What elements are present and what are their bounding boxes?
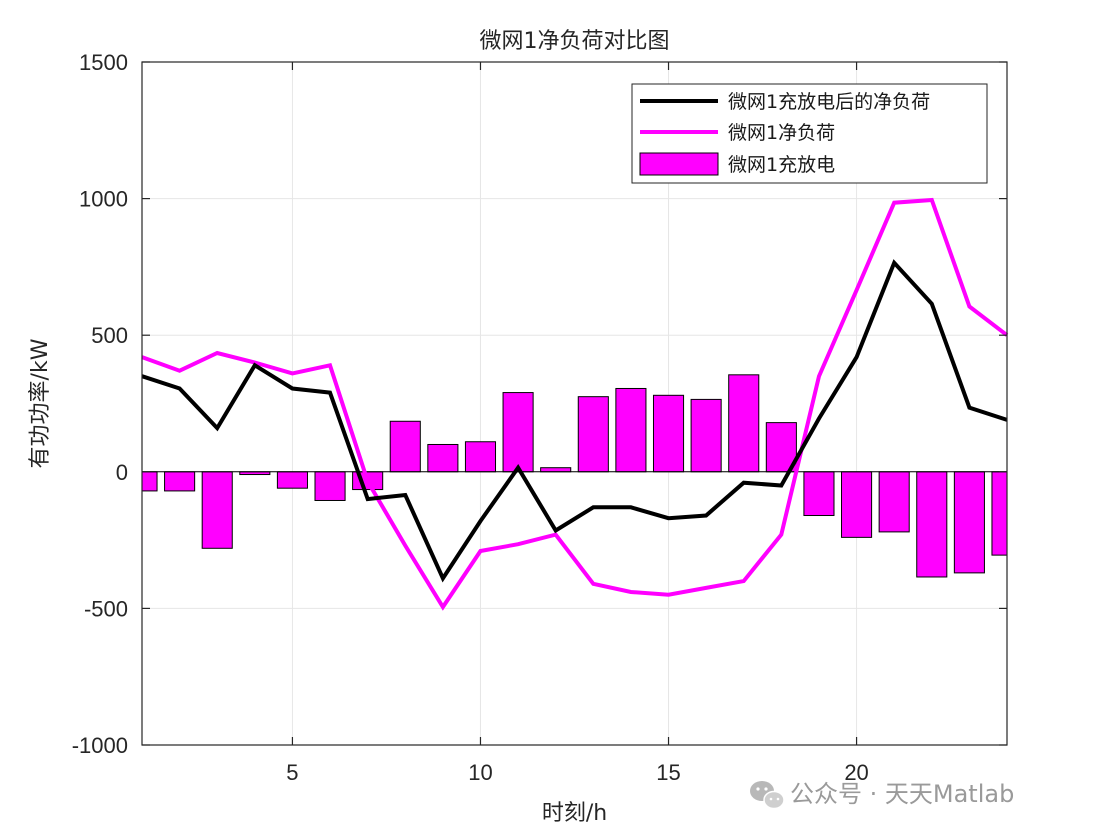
bar [164, 471, 196, 492]
bar [464, 441, 497, 473]
x-tick-label: 5 [286, 760, 298, 785]
watermark: 公众号 · 天天Matlab [750, 780, 1014, 810]
bar [389, 420, 421, 473]
bar [577, 396, 609, 473]
series-line [141, 197, 1009, 611]
legend: 微网1充放电后的净负荷 微网1净负荷 微网1充放电 [631, 83, 988, 184]
y-tick-label: 1000 [79, 187, 128, 212]
bar [953, 471, 985, 574]
line-series [141, 197, 1009, 611]
legend-label-net-load-after: 微网1充放电后的净负荷 [728, 91, 930, 113]
bar [916, 471, 948, 578]
chart-title: 微网1净负荷对比图 [480, 29, 670, 54]
wechat-icon [750, 781, 785, 810]
legend-swatch-charge-discharge [639, 152, 719, 176]
bar [540, 467, 572, 473]
bar [652, 394, 685, 473]
y-tick-label: 500 [91, 323, 128, 348]
bar [314, 471, 346, 501]
x-tick-label: 20 [844, 760, 868, 785]
bar [728, 374, 760, 473]
y-tick-label: 0 [116, 460, 128, 485]
bar [690, 398, 722, 473]
bar [201, 471, 233, 549]
y-tick-label: -1000 [72, 733, 128, 758]
watermark-text: 公众号 · 天天Matlab [790, 780, 1014, 808]
x-axis-label: 时刻/h [542, 801, 607, 826]
legend-label-charge-discharge: 微网1充放电 [728, 154, 835, 176]
x-tick-label: 15 [656, 760, 680, 785]
x-tick-label: 10 [468, 760, 492, 785]
bar [803, 471, 835, 517]
bar [615, 387, 647, 473]
bar [427, 443, 459, 473]
series-line [141, 259, 1008, 583]
y-axis-label: 有功功率/kW [28, 338, 53, 468]
y-tick-label: -500 [84, 596, 128, 621]
bar [878, 471, 910, 533]
bar [502, 392, 534, 473]
legend-label-net-load: 微网1净负荷 [728, 122, 835, 144]
bar [991, 471, 1008, 556]
bar [141, 471, 158, 492]
axes-box [141, 61, 1008, 746]
axis-ticks: 5 10 15 20 -1000 -500 0 500 1000 1500 [72, 50, 1007, 785]
y-tick-label: 1500 [79, 50, 128, 75]
bar [276, 471, 308, 489]
bar [841, 471, 873, 538]
